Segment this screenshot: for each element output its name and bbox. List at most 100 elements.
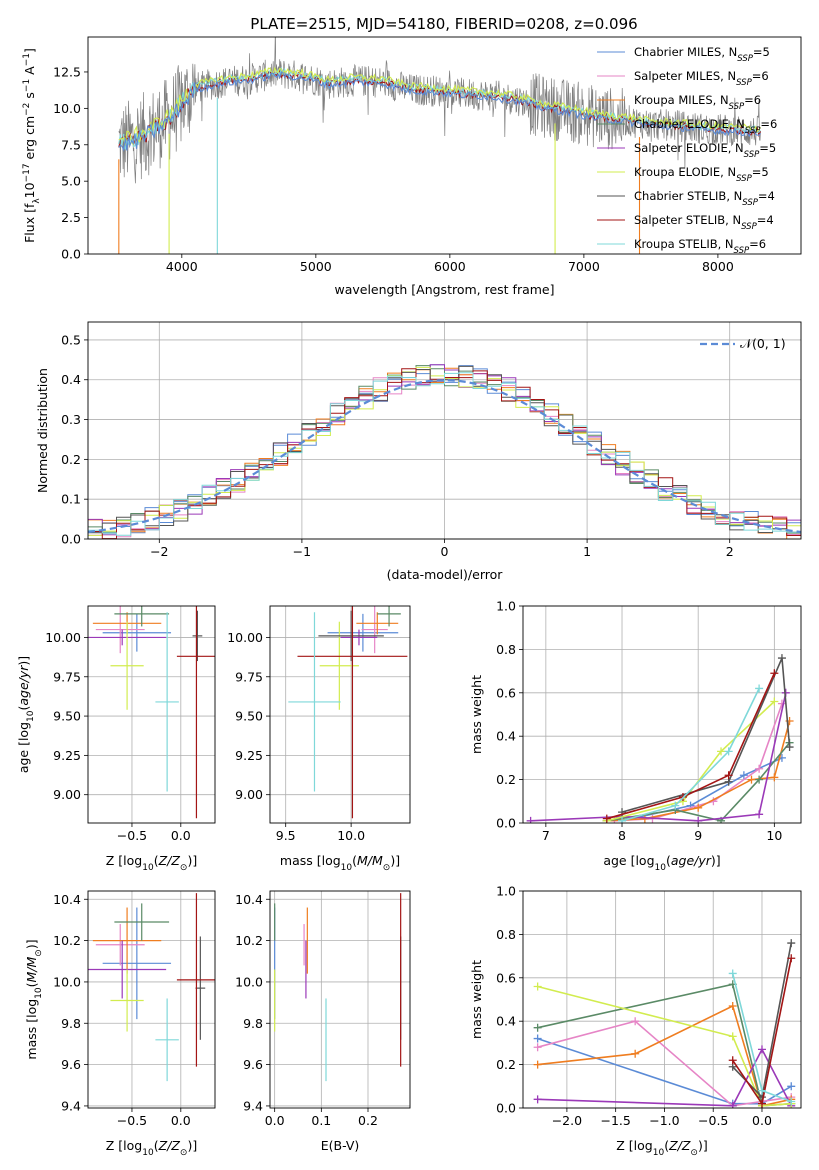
axis-label-part: ( <box>24 982 39 987</box>
normal-curve <box>88 379 801 534</box>
x-tick-label: −2.0 <box>552 1113 582 1128</box>
series-marker-SS <box>724 771 733 780</box>
legend-label: Salpeter ELODIE, NSSP=5 <box>634 141 776 160</box>
y-tick-label: 10.0 <box>235 974 263 989</box>
spectrum-model-line <box>118 71 761 152</box>
y-tick-label: 0.0 <box>61 247 81 262</box>
axis-label-part: age/yr <box>671 853 712 868</box>
axis-label-part: 10 <box>142 1148 154 1158</box>
y-tick-label: 9.00 <box>53 787 81 802</box>
legend-label-part: Salpeter STELIB, N <box>634 213 741 227</box>
y-tick-label: 1.0 <box>496 599 516 614</box>
y-tick-label: 10.0 <box>53 974 81 989</box>
x-axis-label: wavelength [Angstrom, rest frame] <box>334 282 554 297</box>
y-tick-label: 0.0 <box>61 532 81 547</box>
series-marker-KM <box>728 1002 737 1011</box>
axis-label-part: −17 <box>22 163 32 182</box>
series-marker-CE <box>755 775 764 784</box>
axis-label-part: )] <box>187 1138 197 1153</box>
x-tick-label: 7000 <box>568 259 600 274</box>
axes-frame <box>87 890 216 1109</box>
axis-label-part: ( <box>16 706 31 711</box>
y-tick-label: 10.2 <box>235 933 263 948</box>
axis-label-part: age [log <box>16 722 31 773</box>
series-marker-CM <box>787 1082 796 1091</box>
series-marker-KM <box>533 1060 542 1069</box>
x-tick-label: −1.5 <box>600 1113 630 1128</box>
axis-label-part: −2 <box>22 103 32 116</box>
axis-label-part: ⊙ <box>180 1148 188 1158</box>
series-marker-CM <box>533 1034 542 1043</box>
legend-label: Kroupa STELIB, NSSP=6 <box>634 237 766 256</box>
series-marker-CM <box>739 771 748 780</box>
axis-label-part: 10 <box>142 863 154 873</box>
axis-label-part: erg cm <box>22 116 37 164</box>
y-tick-label: 9.00 <box>235 787 263 802</box>
axis-label-part: Z/Z <box>158 1138 181 1153</box>
axis-label-part: Z [log <box>616 1138 652 1153</box>
axis-label-part: Flux [f <box>22 203 37 243</box>
panel-weight_vs_age: 7 8 9 10 0.0 0.2 0.4 0.6 0.8 1.0 mass weight age [l… <box>469 599 802 873</box>
legend-label-part: SSP <box>729 102 745 112</box>
series-marker-SS <box>787 954 796 963</box>
series-marker-KS <box>724 747 733 756</box>
series-line-KM <box>606 720 791 822</box>
axis-label-part: Z [log <box>106 853 142 868</box>
series-marker-SE <box>728 1101 737 1108</box>
legend-label: Salpeter MILES, NSSP=6 <box>634 69 769 88</box>
axis-label-part: ⊙ <box>690 1148 698 1158</box>
series-marker-CE <box>533 1023 542 1032</box>
axis-label-part: M/M <box>24 956 39 982</box>
y-tick-label: 9.6 <box>61 1057 81 1072</box>
legend-label-part: =6 <box>744 93 761 107</box>
axis-label-part: ( <box>664 1138 669 1153</box>
axis-label-part: )] <box>698 1138 708 1153</box>
axis-label-part: ( <box>154 853 159 868</box>
y-tick-label: 9.50 <box>235 709 263 724</box>
series-marker-KM <box>694 803 703 812</box>
panel-mass_vs_ebv: 0.0 0.1 0.2 9.4 9.6 9.8 10.0 10.2 10.4 E(B-V) <box>235 890 411 1153</box>
legend-label-part: Chabrier MILES, N <box>634 45 737 59</box>
plot-area <box>526 654 794 823</box>
series-marker-SS <box>602 814 611 823</box>
legend-label-part: =6 <box>752 69 769 83</box>
axes-frame <box>269 890 411 1109</box>
plot-area <box>288 606 408 819</box>
legend-label: 𝒩(0, 1) <box>740 336 786 351</box>
legend-label-part: SSP <box>745 126 761 136</box>
axis-label: Flux [fλ10−17 erg cm−2 s−1 A−1] <box>22 48 42 243</box>
y-tick-label: 9.75 <box>53 669 81 684</box>
x-tick-label: 0.1 <box>311 1113 331 1128</box>
x-tick-label: 10 <box>766 828 782 843</box>
plot-area <box>88 893 215 1082</box>
y-axis-label: Normed distribution <box>35 368 50 493</box>
figure-title: PLATE=2515, MJD=54180, FIBERID=0208, z=0… <box>250 15 637 33</box>
axis-label: Z [log10(Z/Z⊙)] <box>616 1138 707 1158</box>
x-tick-label: 10.0 <box>337 828 365 843</box>
legend-label-part: =6 <box>749 237 766 251</box>
axis-label-part: ] <box>22 48 37 53</box>
series-marker-KS <box>618 816 627 823</box>
y-tick-label: 9.8 <box>243 1016 263 1031</box>
panel-mass_vs_Z: −0.5 0.09.49.69.810.010.210.4Z [log10(Z/Z… <box>24 890 216 1158</box>
axis-label: mass [log10(M/M⊙)] <box>24 939 44 1059</box>
axis-label-part: 10 <box>341 863 353 873</box>
x-tick-label: 0.0 <box>171 1113 191 1128</box>
x-tick-label: 0 <box>441 544 449 559</box>
x-tick-label: −1 <box>293 544 311 559</box>
series-line-KE <box>606 700 775 822</box>
legend-label: Salpeter STELIB, NSSP=4 <box>634 213 774 232</box>
axis-label-part: ⊙ <box>180 863 188 873</box>
x-tick-label: −0.5 <box>117 828 147 843</box>
x-tick-label: −2 <box>150 544 168 559</box>
panel-residuals: −2 −1 0 1 2 0.0 0.1 0.2 0.3 0.4 0.5 𝒩(0, 1) (data-mo… <box>35 321 802 582</box>
y-tick-label: 0.4 <box>496 1014 516 1029</box>
x-tick-label: 0.0 <box>752 1113 772 1128</box>
axis-label-part: age/yr <box>16 665 31 706</box>
panel-age_vs_mass: 9.5 10.0 9.00 9.25 9.50 9.75 10.00 mass [log10(… <box>227 605 411 873</box>
legend-label-part: SSP <box>736 78 752 88</box>
axis-label-part: )] <box>24 939 39 949</box>
legend-label-part: SSP <box>741 222 757 232</box>
axis-label-part: )] <box>187 853 197 868</box>
